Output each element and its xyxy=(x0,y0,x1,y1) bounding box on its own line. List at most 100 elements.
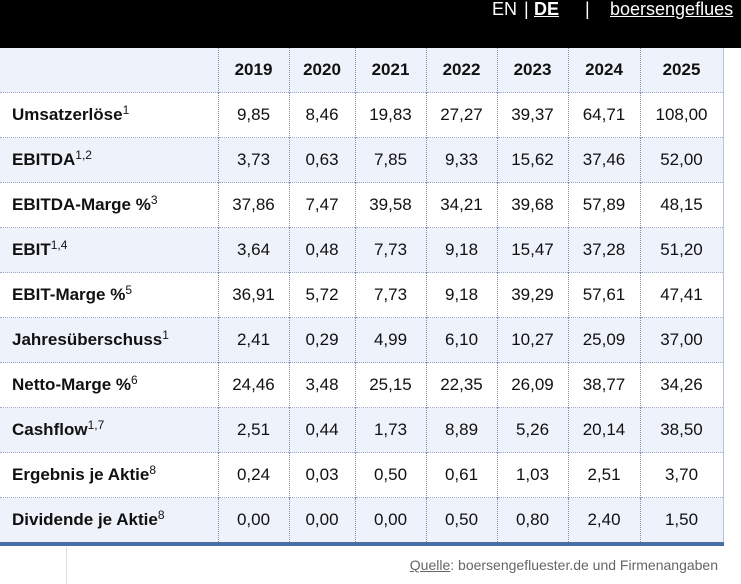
value-cell: 0,03 xyxy=(288,452,355,498)
footnote-ref: 5 xyxy=(125,283,133,297)
lang-en[interactable]: EN xyxy=(492,0,518,19)
value-cell: 0,24 xyxy=(217,452,289,498)
value-cell: 1,03 xyxy=(496,452,568,498)
value-cell: 39,37 xyxy=(496,92,568,138)
value-cell: 34,26 xyxy=(639,362,723,408)
footnote-ref: 1,7 xyxy=(87,418,105,432)
value-cell: 5,72 xyxy=(288,272,355,318)
value-cell: 34,21 xyxy=(425,182,497,228)
lang-de[interactable]: DE xyxy=(534,0,560,19)
label-text: Umsatzerlöse xyxy=(12,105,123,124)
value-cell: 37,86 xyxy=(217,182,289,228)
value-cell: 38,50 xyxy=(639,407,723,453)
data-row: EBITDA1,2 3,73 0,63 7,85 9,33 15,62 37,46 52,00 xyxy=(0,137,723,183)
row-label: EBIT-Marge %5 xyxy=(0,272,218,318)
row-label: EBITDA1,2 xyxy=(0,137,218,183)
value-cell: 7,73 xyxy=(354,272,426,318)
footnote-ref: 6 xyxy=(131,373,138,387)
separator: | xyxy=(524,0,529,19)
value-cell: 3,64 xyxy=(217,227,289,273)
value-cell: 3,73 xyxy=(217,137,289,183)
data-row: EBIT1,4 3,64 0,48 7,73 9,18 15,47 37,28 51,20 xyxy=(0,227,723,273)
separator: | xyxy=(585,0,590,19)
value-cell: 25,09 xyxy=(567,317,640,363)
value-cell: 20,14 xyxy=(567,407,640,453)
value-cell: 0,00 xyxy=(217,497,289,544)
value-cell: 64,71 xyxy=(567,92,640,138)
data-row: Dividende je Aktie8 0,00 0,00 0,00 0,50 0,80 2… xyxy=(0,497,723,544)
footnote-ref: 1,4 xyxy=(50,238,68,252)
value-cell: 1,73 xyxy=(354,407,426,453)
value-cell: 0,61 xyxy=(425,452,497,498)
value-cell: 48,15 xyxy=(639,182,723,228)
year-header: 2022 xyxy=(425,48,497,93)
value-cell: 5,26 xyxy=(496,407,568,453)
value-cell: 24,46 xyxy=(217,362,289,408)
footnote-ref: 3 xyxy=(150,193,158,207)
year-header: 2020 xyxy=(288,48,355,93)
label-text: Netto-Marge % xyxy=(12,375,132,394)
value-cell: 19,83 xyxy=(354,92,426,138)
financial-table: 2019 2020 2021 2022 2023 2024 2025 Umsatzerlöse… xyxy=(0,48,724,546)
value-cell: 51,20 xyxy=(639,227,723,273)
data-row: Cashflow1,7 2,51 0,44 1,73 8,89 5,26 20,14 38,5… xyxy=(0,407,723,453)
footnote-ref: 8 xyxy=(157,508,165,522)
label-text: Dividende je Aktie xyxy=(12,510,158,529)
source-note: Quelle: boersengefluester.de und Firmena… xyxy=(410,557,718,573)
value-cell: 9,18 xyxy=(425,227,497,273)
value-cell: 47,41 xyxy=(639,272,723,318)
value-cell: 39,29 xyxy=(496,272,568,318)
footnote-ref: 8 xyxy=(149,463,156,477)
year-header: 2019 xyxy=(217,48,289,93)
value-cell: 2,40 xyxy=(567,497,640,544)
value-cell: 6,10 xyxy=(425,317,497,363)
value-cell: 25,15 xyxy=(354,362,426,408)
year-header: 2023 xyxy=(496,48,568,93)
data-row: Netto-Marge %6 24,46 3,48 25,15 22,35 26,09 38… xyxy=(0,362,723,408)
value-cell: 0,00 xyxy=(354,497,426,544)
value-cell: 0,48 xyxy=(288,227,355,273)
top-bar: EN | DE | boersengeflues xyxy=(0,0,741,48)
year-header: 2025 xyxy=(639,48,723,93)
data-row: Jahresüberschuss1 2,41 0,29 4,99 6,10 10,27 25… xyxy=(0,317,723,363)
value-cell: 15,47 xyxy=(496,227,568,273)
value-cell: 37,00 xyxy=(639,317,723,363)
year-header: 2021 xyxy=(354,48,426,93)
value-cell: 2,41 xyxy=(217,317,289,363)
row-label: Netto-Marge %6 xyxy=(0,362,218,408)
row-label: Ergebnis je Aktie8 xyxy=(0,452,218,498)
value-cell: 3,48 xyxy=(288,362,355,408)
value-cell: 7,47 xyxy=(288,182,355,228)
data-row: EBIT-Marge %5 36,91 5,72 7,73 9,18 39,29 57,61… xyxy=(0,272,723,318)
value-cell: 0,63 xyxy=(288,137,355,183)
row-label: Dividende je Aktie8 xyxy=(0,497,218,544)
value-cell: 0,80 xyxy=(496,497,568,544)
value-cell: 4,99 xyxy=(354,317,426,363)
source-link[interactable]: Quelle xyxy=(409,557,451,573)
value-cell: 27,27 xyxy=(425,92,497,138)
source-text: : boersengefluester.de und Firmenangaben xyxy=(450,557,718,573)
row-label: EBIT1,4 xyxy=(0,227,218,273)
value-cell: 52,00 xyxy=(639,137,723,183)
value-cell: 2,51 xyxy=(567,452,640,498)
value-cell: 108,00 xyxy=(639,92,723,138)
value-cell: 0,50 xyxy=(425,497,497,544)
value-cell: 10,27 xyxy=(496,317,568,363)
value-cell: 7,85 xyxy=(354,137,426,183)
value-cell: 8,89 xyxy=(425,407,497,453)
site-link[interactable]: boersengeflues xyxy=(610,0,734,19)
value-cell: 39,68 xyxy=(496,182,568,228)
label-text: EBIT xyxy=(12,240,51,259)
value-cell: 57,89 xyxy=(567,182,640,228)
label-text: Cashflow xyxy=(12,420,88,439)
row-label: Umsatzerlöse1 xyxy=(0,92,218,138)
label-text: Ergebnis je Aktie xyxy=(12,465,150,484)
value-cell: 9,33 xyxy=(425,137,497,183)
label-text: EBITDA-Marge % xyxy=(12,195,151,214)
footnote-ref: 1,2 xyxy=(75,148,92,162)
value-cell: 57,61 xyxy=(567,272,640,318)
value-cell: 36,91 xyxy=(217,272,289,318)
label-text: EBITDA xyxy=(12,150,76,169)
value-cell: 39,58 xyxy=(354,182,426,228)
